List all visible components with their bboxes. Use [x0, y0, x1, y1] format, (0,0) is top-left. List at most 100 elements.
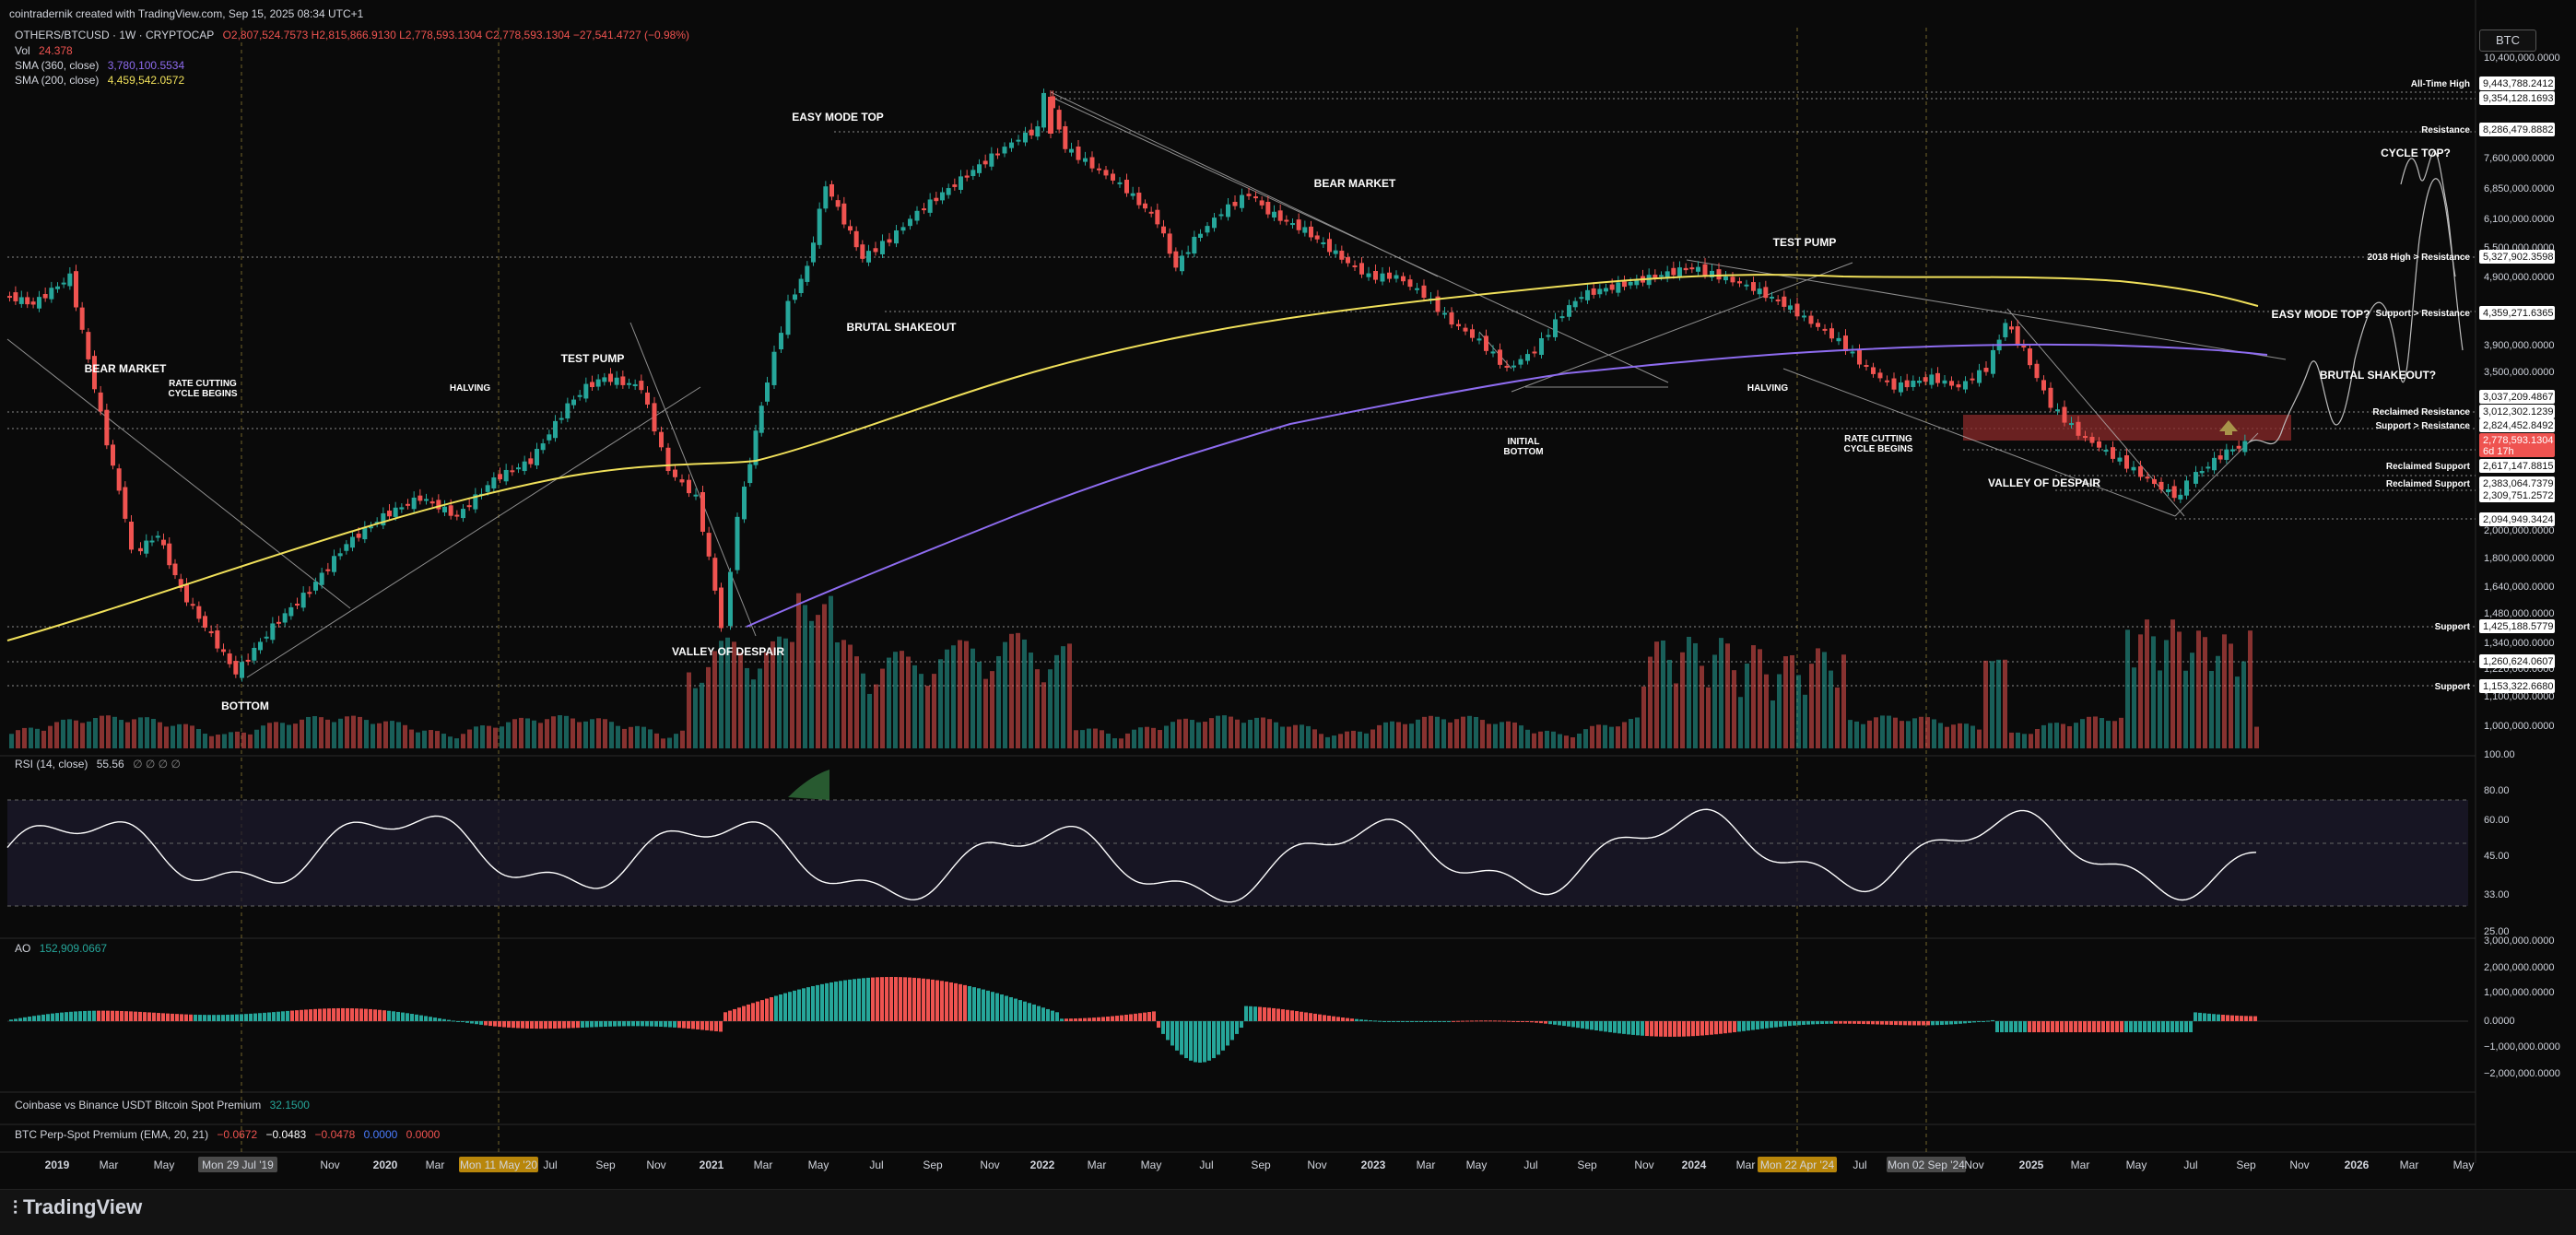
candle-body	[645, 392, 650, 405]
candle-body	[1265, 202, 1271, 215]
volume-bar	[1700, 665, 1704, 748]
volume-bar	[454, 738, 459, 748]
candle-body	[233, 661, 239, 675]
volume-bar	[1319, 734, 1323, 748]
candle-body	[841, 203, 847, 225]
volume-bar	[183, 723, 188, 748]
ao-bar	[129, 1011, 133, 1021]
ao-axis-tick: 3,000,000.0000	[2484, 935, 2554, 947]
ao-bar	[770, 996, 773, 1021]
sma200-line[interactable]	[6, 274, 2259, 641]
ao-bar	[1198, 1021, 1202, 1063]
volume-bar	[1325, 736, 1330, 748]
ao-bar	[1926, 1021, 1930, 1026]
ao-bar	[2120, 1021, 2123, 1032]
candle-body	[2034, 363, 2040, 379]
time-axis-label: Mon 11 May '20	[460, 1159, 537, 1171]
ao-bar	[74, 1011, 77, 1021]
ao-bar	[802, 988, 806, 1021]
ao-bar	[512, 1021, 515, 1029]
tradingview-logo[interactable]: ⫶ TradingView	[13, 1195, 142, 1219]
ao-bar	[562, 1021, 566, 1029]
ao-bar	[1207, 1021, 1211, 1061]
volume-bar	[2216, 655, 2220, 748]
volume-bar	[222, 734, 227, 748]
ao-bar	[2097, 1021, 2100, 1032]
ohlc-values: O2,807,524.7573 H2,815,866.9130 L2,778,5…	[222, 29, 690, 41]
candle-body	[908, 218, 912, 227]
volume-bar	[622, 728, 627, 748]
volume-bar	[209, 735, 214, 748]
candle-body	[940, 192, 945, 201]
candle-body	[1373, 271, 1378, 280]
candle-body	[7, 296, 12, 299]
ao-legend[interactable]: AO 152,909.0667	[15, 942, 112, 955]
candle-body	[673, 469, 677, 477]
volume-bar	[977, 662, 982, 748]
ao-bar	[714, 1021, 718, 1031]
candle-body	[1463, 327, 1468, 332]
ao-bar	[2235, 1015, 2239, 1021]
sma200-legend[interactable]: SMA (200, close) 4,459,542.0572	[15, 74, 190, 87]
candle-body	[1218, 214, 1224, 217]
rsi-legend[interactable]: RSI (14, close) 55.56 ∅ ∅ ∅ ∅	[15, 758, 186, 770]
volume-bar	[261, 725, 265, 748]
candle-body	[1449, 312, 1454, 325]
candle-body	[498, 474, 502, 480]
volume-bar	[74, 720, 78, 748]
time-axis-label: 2020	[373, 1159, 398, 1171]
symbol-selector[interactable]: BTC	[2479, 29, 2536, 52]
volume-bar	[964, 641, 969, 748]
premium1-legend[interactable]: Coinbase vs Binance USDT Bitcoin Spot Pr…	[15, 1099, 315, 1112]
volume-bar	[1822, 652, 1827, 748]
candle-body	[860, 244, 865, 259]
volume-bar	[2080, 719, 2085, 748]
sma360-legend[interactable]: SMA (360, close) 3,780,100.5534	[15, 59, 190, 72]
volume-bar	[629, 726, 633, 748]
ao-bar	[1479, 1020, 1483, 1022]
volume-bar	[171, 725, 175, 748]
candle-body	[1942, 380, 1947, 384]
ao-bar	[1493, 1020, 1497, 1022]
volume-bar	[641, 726, 646, 748]
candle-body	[282, 613, 288, 623]
rsi-line[interactable]	[6, 808, 2257, 903]
candle-body	[178, 579, 183, 589]
ao-bar	[774, 995, 778, 1021]
candle-body	[1284, 219, 1289, 222]
volume-bar	[1416, 719, 1420, 748]
candle-body	[1069, 148, 1074, 153]
price-tag-value: 2,094,949.3424	[2483, 514, 2553, 525]
premium2-legend[interactable]: BTC Perp-Spot Premium (EMA, 20, 21) −0.0…	[15, 1128, 445, 1141]
ao-bar	[1396, 1021, 1400, 1022]
ao-axis-tick: 2,000,000.0000	[2484, 962, 2554, 973]
ao-bar	[51, 1013, 54, 1021]
volume-legend[interactable]: Vol 24.378	[15, 44, 78, 57]
sma360-line[interactable]	[746, 343, 2268, 628]
annotation-cycle-top: CYCLE TOP?	[2381, 147, 2451, 159]
ao-bar	[866, 977, 870, 1021]
volume-bar	[164, 726, 169, 748]
ao-bar	[1175, 1021, 1179, 1051]
candle-body	[1899, 382, 1903, 393]
candle-body	[25, 297, 30, 305]
volume-bar	[1906, 721, 1911, 748]
annotation-easy-mode-top: EASY MODE TOP	[792, 111, 884, 124]
symbol-line[interactable]: OTHERS/BTCUSD · 1W · CRYPTOCAP	[15, 29, 215, 41]
ao-bar	[834, 982, 838, 1021]
tradingview-logo-icon: ⫶	[13, 1198, 18, 1218]
ao-bar	[1226, 1021, 1229, 1046]
ao-bar	[1719, 1021, 1723, 1034]
candle-body	[959, 176, 963, 190]
volume-bar	[1570, 736, 1575, 748]
candle-body	[295, 604, 300, 606]
ao-bar	[1438, 1021, 1441, 1022]
candle-body	[1737, 281, 1742, 284]
ao-bar	[903, 977, 907, 1021]
ao-bar	[654, 1021, 658, 1027]
annotation-test-pump-1: TEST PUMP	[561, 352, 625, 365]
ao-bar	[429, 1017, 432, 1021]
ao-bar	[1544, 1021, 1547, 1024]
symbol-legend[interactable]: OTHERS/BTCUSD · 1W · CRYPTOCAP O2,807,52…	[15, 29, 695, 41]
